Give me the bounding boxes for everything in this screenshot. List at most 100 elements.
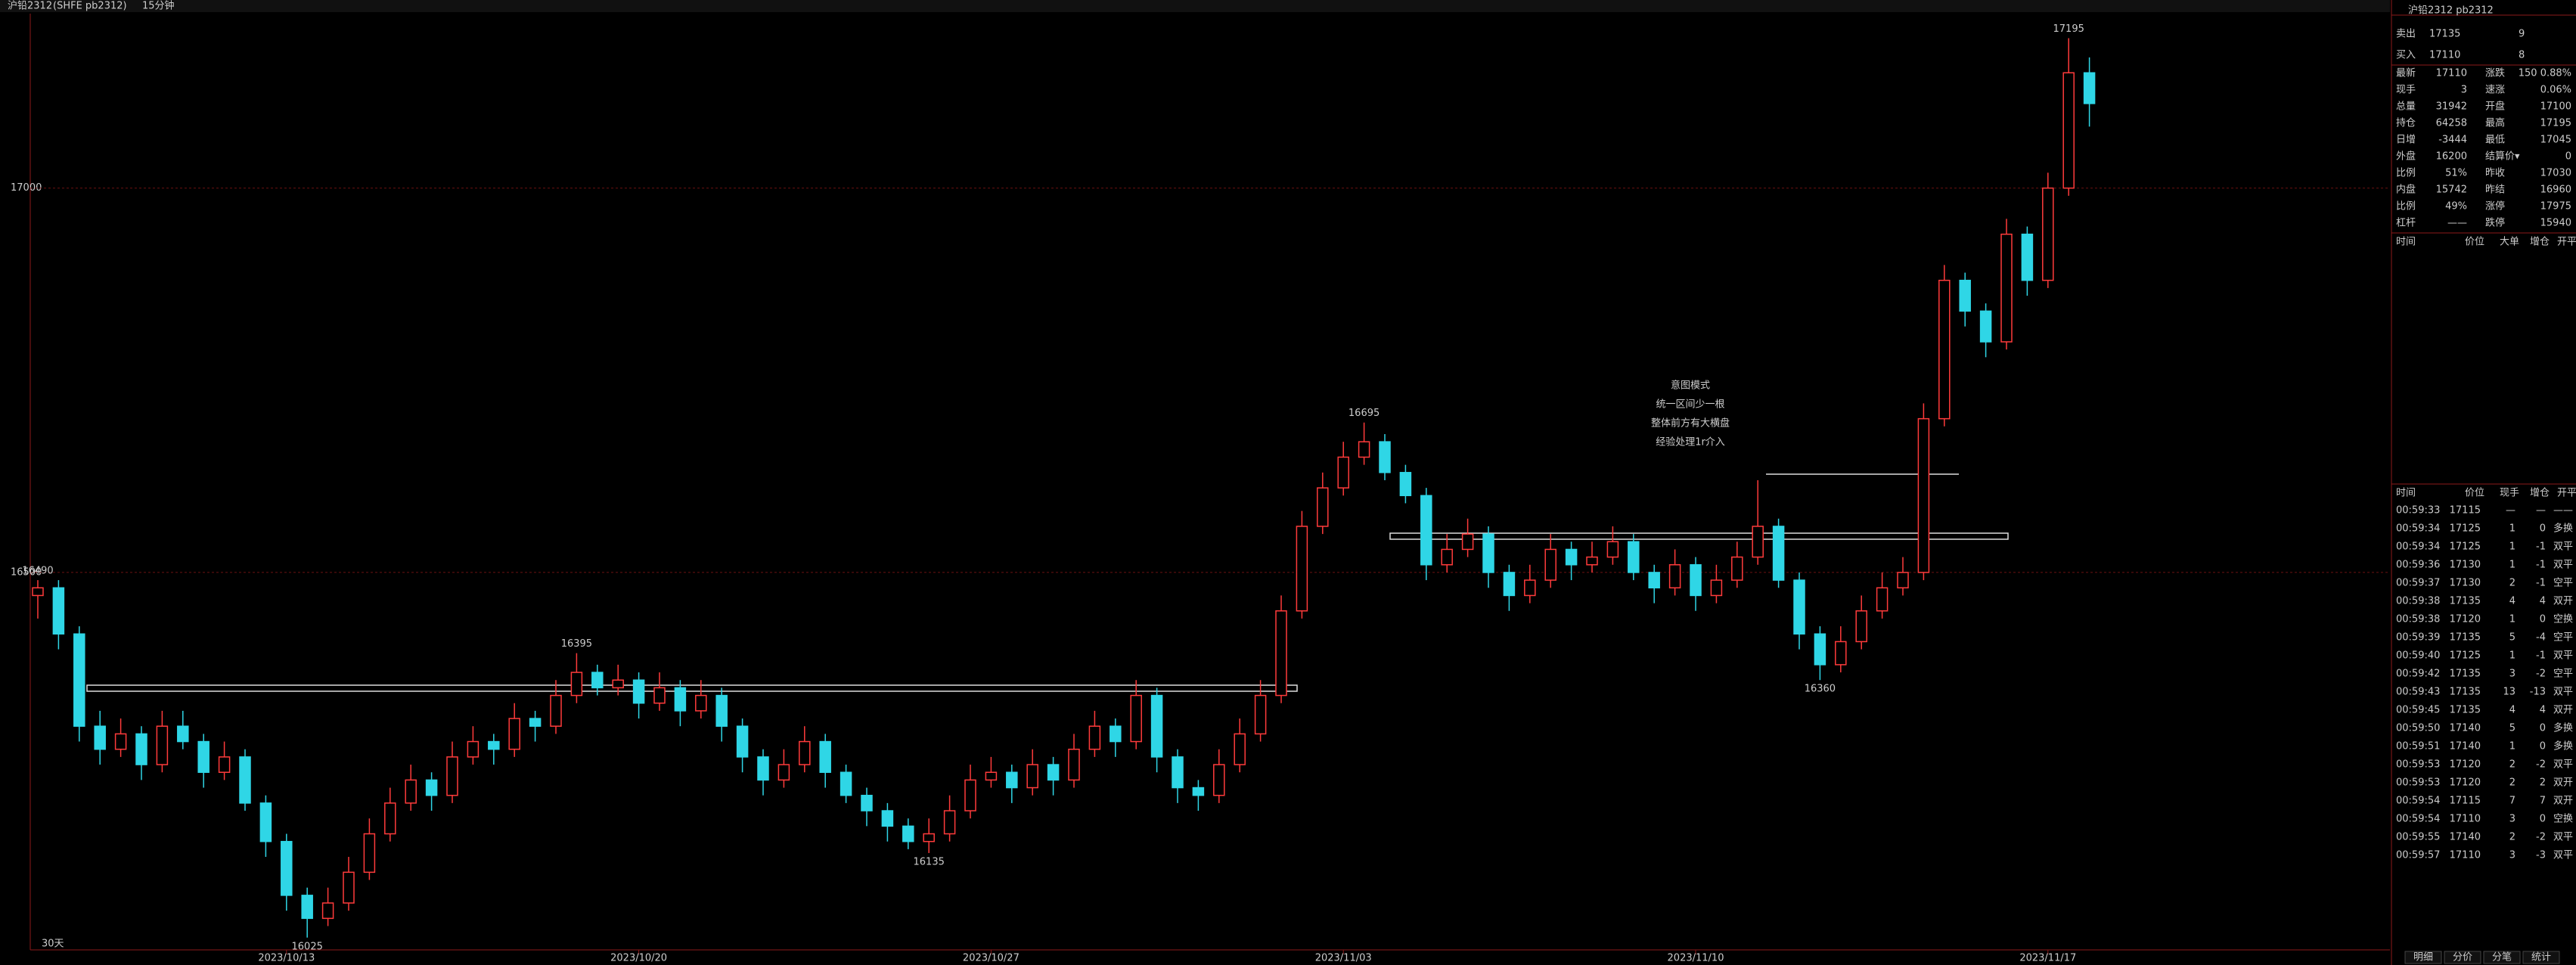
candle-body <box>343 871 355 904</box>
candle-body <box>674 687 687 712</box>
tab-label[interactable]: 明细 <box>2413 952 2433 963</box>
candle-body <box>2083 72 2096 104</box>
tick-cell: 17115 <box>2450 505 2481 517</box>
candle-body <box>2062 72 2075 189</box>
candle-body <box>467 740 480 758</box>
period[interactable]: 15分钟 <box>142 0 175 12</box>
candle-body <box>1710 579 1723 597</box>
symbol-code[interactable]: (SHFE pb2312) <box>53 1 127 12</box>
tick-cell: 00:59:38 <box>2396 596 2440 607</box>
quote-value: 17195 <box>2540 118 2571 129</box>
tick-cell: 7 <box>2509 796 2515 807</box>
tick-cell: -1 <box>2536 541 2546 553</box>
quote-label: 结算价▾ <box>2485 151 2520 163</box>
tick-cell: 1 <box>2509 741 2515 752</box>
range-box <box>1389 532 2009 540</box>
tick-cell: 17130 <box>2450 578 2481 589</box>
quote-value: 17100 <box>2540 101 2571 113</box>
x-tick-label: 2023/10/27 <box>963 953 1020 964</box>
tick-cell: 1 <box>2509 614 2515 625</box>
trade-header: 价位 <box>2465 237 2484 248</box>
quote-label: 卖出 <box>2396 29 2416 40</box>
quote-value: 17030 <box>2540 168 2571 179</box>
annotation-note: 经验处理1r介入 <box>1656 436 1725 448</box>
quote-value: 31942 <box>2436 101 2467 113</box>
candle-body <box>881 810 894 827</box>
tick-cell: 5 <box>2509 723 2515 734</box>
candle-body <box>94 725 106 750</box>
candle-body <box>281 840 293 896</box>
ticks-header: 增仓 <box>2530 488 2550 499</box>
tick-cell: 双平 <box>2553 687 2573 698</box>
tab[interactable] <box>2444 951 2481 964</box>
range-label: 30天 <box>42 939 64 950</box>
candle-body <box>943 810 956 835</box>
price-label: 16395 <box>561 638 592 650</box>
candle-body <box>1876 587 1889 612</box>
quote-value: 16960 <box>2540 185 2571 196</box>
tick-cell: 空平 <box>2553 669 2573 680</box>
tick-cell: 00:59:37 <box>2396 578 2440 589</box>
x-tick-label: 2023/10/20 <box>610 953 667 964</box>
candle-body <box>1606 541 1619 558</box>
candle-body <box>570 672 583 697</box>
tick-cell: 0 <box>2540 614 2546 625</box>
tick-cell: 17135 <box>2450 596 2481 607</box>
candle-body <box>73 633 85 727</box>
tick-cell: 空换 <box>2553 614 2573 625</box>
candle-body <box>1130 694 1142 743</box>
candle-body <box>591 672 604 689</box>
price-label: 16135 <box>914 856 945 867</box>
tab[interactable] <box>2404 951 2442 964</box>
tick-cell: 空平 <box>2553 632 2573 644</box>
candle-body <box>1793 579 1805 635</box>
tab-label[interactable]: 分笔 <box>2492 951 2512 963</box>
candle-body <box>1648 572 1660 589</box>
quote-value: 15742 <box>2436 185 2467 196</box>
candle-body <box>321 902 334 920</box>
tab[interactable] <box>2483 951 2521 964</box>
candle-body <box>819 740 831 773</box>
quote-value: 64258 <box>2436 118 2467 129</box>
tick-cell: — <box>2506 505 2515 517</box>
tick-cell: 多换 <box>2553 722 2573 734</box>
candle-body <box>612 679 624 689</box>
candle-body <box>1110 725 1122 743</box>
quote-label: 杠杆 <box>2396 217 2416 229</box>
quote-value: 17110 <box>2436 68 2467 79</box>
tick-cell: 17110 <box>2450 814 2481 825</box>
tick-cell: 00:59:51 <box>2396 741 2440 752</box>
annotation-note: 整体前方有大横盘 <box>1651 417 1730 430</box>
tick-cell: 00:59:40 <box>2396 650 2440 662</box>
candle-body <box>425 779 438 796</box>
candle-body <box>2021 233 2034 281</box>
trade-header: 大单 <box>2500 237 2519 248</box>
quote-label: 比例 <box>2396 201 2416 213</box>
candle-body <box>736 725 749 758</box>
trade-header: 时间 <box>2396 237 2416 248</box>
candle-body <box>1938 279 1951 420</box>
tick-cell: 17120 <box>2450 759 2481 771</box>
candle-body <box>1461 533 1474 551</box>
tick-cell: 0 <box>2540 741 2546 752</box>
tick-cell: 17135 <box>2450 687 2481 698</box>
candle-body <box>1006 771 1018 789</box>
tick-cell: 17140 <box>2450 741 2481 752</box>
trade-header: 开平 <box>2557 237 2576 248</box>
tab-label[interactable]: 分价 <box>2453 952 2472 963</box>
range-box <box>86 684 1298 692</box>
tab[interactable] <box>2522 951 2560 964</box>
quote-value: -3444 <box>2438 135 2467 146</box>
quote-value: 3 <box>2461 85 2467 96</box>
tab-label[interactable]: 统计 <box>2531 952 2551 963</box>
quote-label: 现手 <box>2396 85 2416 96</box>
quote-label: 日增 <box>2396 135 2416 146</box>
trade-header: 增仓 <box>2530 237 2550 248</box>
candle-body <box>1358 441 1370 458</box>
tick-cell: 00:59:36 <box>2396 560 2440 571</box>
tick-cell: 13 <box>2503 687 2515 698</box>
tick-cell: -1 <box>2536 650 2546 662</box>
tick-cell: 17135 <box>2450 669 2481 680</box>
quote-value: 0 <box>2565 151 2571 163</box>
quote-label: 总量 <box>2396 101 2416 113</box>
